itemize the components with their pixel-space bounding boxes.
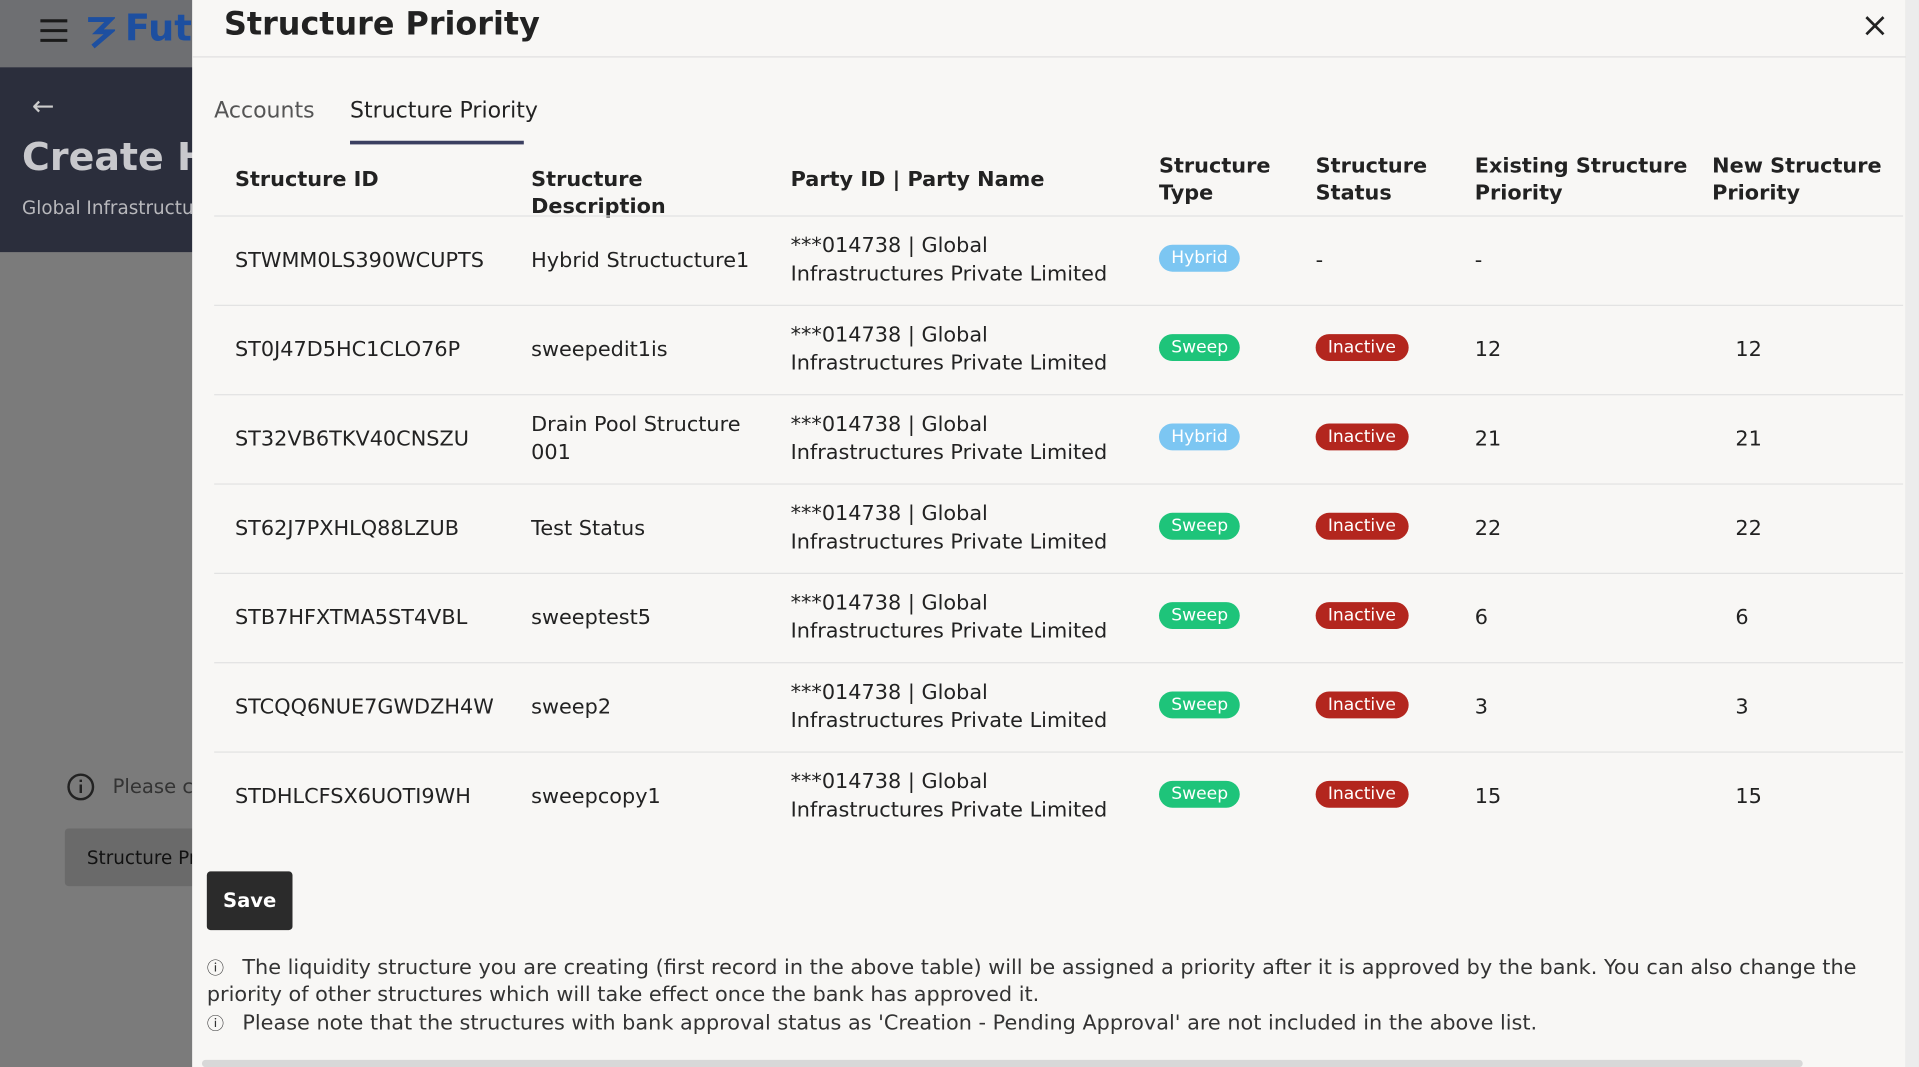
modal: Structure Priority bbox=[192, 0, 1906, 1067]
note-icon: ⓘ bbox=[206, 959, 224, 980]
cell: ***014738 | Global Infrastructures Priva… bbox=[790, 323, 1108, 376]
column-header: Party ID | Party Name bbox=[790, 167, 1045, 193]
save-button[interactable]: Save bbox=[206, 871, 293, 931]
cell: Hybrid Structucture1 bbox=[531, 247, 750, 273]
cell: 3 bbox=[1735, 694, 1749, 720]
type-badge: Sweep bbox=[1158, 512, 1241, 540]
back-arrow[interactable]: ← bbox=[31, 91, 55, 123]
cell: ***014738 | Global Infrastructures Priva… bbox=[790, 769, 1108, 823]
cell: 6 bbox=[1474, 605, 1488, 630]
cell: sweeptest5 bbox=[531, 605, 652, 630]
type-badge: Sweep bbox=[1158, 780, 1241, 808]
modal-title: Structure Priority bbox=[223, 6, 540, 43]
cell: Drain Pool Structure 001 bbox=[531, 412, 741, 466]
type-badge: Hybrid bbox=[1158, 423, 1241, 451]
cell: 22 bbox=[1474, 515, 1502, 541]
cell: - bbox=[1474, 247, 1483, 273]
status-badge: Inactive bbox=[1315, 334, 1409, 362]
row-line bbox=[214, 572, 1904, 574]
cell: ***014738 | Global Infrastructures Priva… bbox=[790, 412, 1108, 466]
row-line bbox=[214, 662, 1904, 664]
cell: 22 bbox=[1735, 515, 1762, 541]
column-header: Structure ID bbox=[234, 167, 379, 193]
cell: Test Status bbox=[531, 515, 646, 541]
close-button[interactable] bbox=[1864, 15, 1886, 37]
scrollbar bbox=[201, 1059, 1803, 1067]
button-label: Structure Pr bbox=[86, 846, 197, 869]
row-line bbox=[214, 483, 1904, 485]
cell: 15 bbox=[1474, 783, 1502, 809]
info-text: Please cli bbox=[112, 774, 205, 798]
cell: ST62J7PXHLQ88LZUB bbox=[234, 515, 459, 541]
cell: 15 bbox=[1735, 783, 1762, 809]
cell: ***014738 | Global Infrastructures Priva… bbox=[790, 680, 1108, 734]
column-header: Structure Type bbox=[1158, 154, 1271, 206]
cell: 6 bbox=[1735, 605, 1749, 630]
cell: ***014738 | Global Infrastructures Priva… bbox=[790, 233, 1108, 287]
status-badge: Inactive bbox=[1315, 602, 1409, 630]
tab[interactable]: Structure Priority bbox=[350, 97, 538, 124]
type-badge: Sweep bbox=[1158, 334, 1241, 362]
status-badge: Inactive bbox=[1315, 423, 1409, 451]
row-line bbox=[214, 394, 1904, 396]
cell: ST32VB6TKV40CNSZU bbox=[234, 426, 469, 451]
divider bbox=[192, 56, 1906, 58]
info-icon bbox=[67, 773, 95, 801]
tab-underline bbox=[350, 140, 524, 145]
page-subtitle: Global Infrastructur bbox=[22, 197, 202, 220]
tab[interactable]: Accounts bbox=[214, 97, 315, 124]
cell: sweepcopy1 bbox=[531, 783, 661, 809]
menu-icon[interactable] bbox=[39, 18, 68, 42]
column-header: New Structure Priority bbox=[1712, 154, 1882, 206]
cell: STB7HFXTMA5ST4VBL bbox=[234, 605, 468, 630]
cell: 21 bbox=[1735, 426, 1762, 451]
note: Please note that the structures with ban… bbox=[242, 1010, 1538, 1036]
row-line bbox=[214, 751, 1904, 753]
note: The liquidity structure you are creating… bbox=[206, 955, 1857, 1008]
cell: 12 bbox=[1735, 337, 1762, 362]
cell: STDHLCFSX6UOTI9WH bbox=[234, 783, 471, 809]
logo-icon bbox=[88, 17, 116, 49]
note-icon: ⓘ bbox=[206, 1014, 224, 1035]
column-header: Existing Structure Priority bbox=[1474, 154, 1688, 206]
type-badge: Hybrid bbox=[1158, 244, 1241, 272]
cell: 21 bbox=[1474, 426, 1502, 451]
cell: STCQQ6NUE7GWDZH4W bbox=[234, 694, 494, 720]
status-badge: Inactive bbox=[1315, 691, 1409, 719]
row-line bbox=[214, 304, 1904, 306]
status-badge: Inactive bbox=[1315, 780, 1409, 808]
vertical-scrollbar bbox=[1905, 0, 1919, 1067]
column-header: Structure Status bbox=[1315, 154, 1428, 206]
cell: sweepedit1is bbox=[531, 337, 668, 362]
cell: ***014738 | Global Infrastructures Priva… bbox=[790, 501, 1108, 555]
type-badge: Sweep bbox=[1158, 602, 1241, 630]
cell: 3 bbox=[1474, 694, 1488, 720]
status-badge: Inactive bbox=[1315, 512, 1409, 540]
type-badge: Sweep bbox=[1158, 691, 1241, 719]
cell: STWMM0LS390WCUPTS bbox=[234, 247, 484, 273]
cell: sweep2 bbox=[531, 694, 612, 720]
cell: - bbox=[1315, 247, 1324, 273]
column-header: Structure Description bbox=[531, 167, 666, 220]
cell: 12 bbox=[1474, 337, 1502, 362]
cell: ***014738 | Global Infrastructures Priva… bbox=[790, 591, 1108, 644]
structure-button[interactable]: Structure Pr bbox=[64, 828, 212, 887]
row-line bbox=[214, 215, 1904, 217]
cell: ST0J47D5HC1CLO76P bbox=[234, 337, 461, 362]
